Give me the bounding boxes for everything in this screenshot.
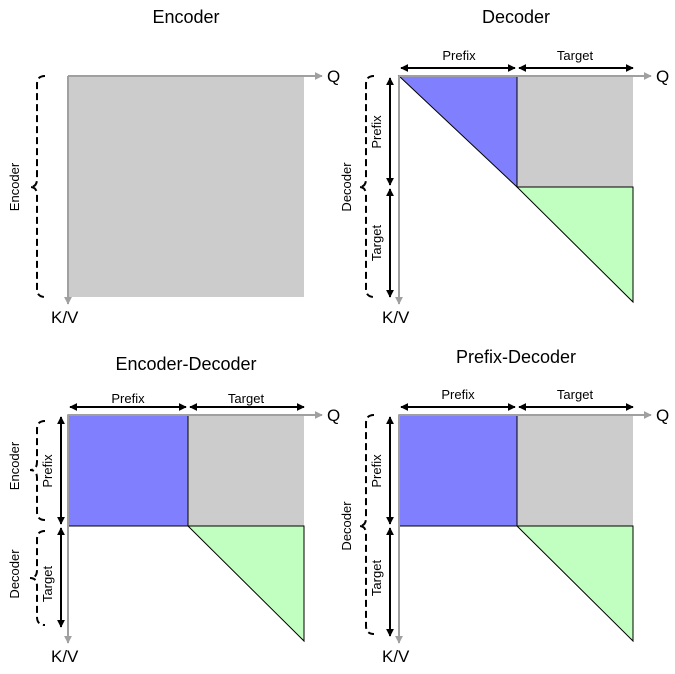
inner-target-label: Target xyxy=(369,560,384,597)
kv-axis-label: K/V xyxy=(382,647,410,666)
panel-title: Decoder xyxy=(482,7,550,27)
inner-target-label: Target xyxy=(369,225,384,262)
q-axis-label: Q xyxy=(656,67,669,86)
side-brace-label: Encoder xyxy=(7,162,22,211)
target-causal-block xyxy=(515,525,634,643)
q-axis-label: Q xyxy=(327,67,340,86)
panel-title: Encoder xyxy=(152,7,219,27)
panel-decoder: Decoder Q K/V Prefix Target Prefix Targe… xyxy=(339,7,669,327)
side-brace-label-decoder: Decoder xyxy=(7,549,22,599)
inner-prefix-label: Prefix xyxy=(369,115,384,149)
top-target-label: Target xyxy=(228,391,265,406)
masked-block xyxy=(188,415,304,526)
top-prefix-label: Prefix xyxy=(441,387,475,402)
target-causal-block xyxy=(186,525,305,643)
prefix-full-block xyxy=(67,414,189,527)
top-prefix-label: Prefix xyxy=(111,391,145,406)
prefix-causal-block xyxy=(397,75,518,189)
full-attention-block xyxy=(68,76,304,297)
decoder-brace xyxy=(358,75,375,298)
encoder-brace xyxy=(29,75,46,298)
masked-block xyxy=(517,415,633,526)
panel-encoder-decoder: Encoder-Decoder Q K/V Prefix Target Pref… xyxy=(7,354,340,666)
decoder-brace xyxy=(358,414,375,635)
side-brace-label: Decoder xyxy=(339,501,354,551)
side-brace-label-encoder: Encoder xyxy=(7,441,22,490)
inner-prefix-label: Prefix xyxy=(40,454,55,488)
decoder-brace xyxy=(29,530,46,626)
panel-prefix-decoder: Prefix-Decoder Q K/V Prefix Target Prefi… xyxy=(339,347,669,666)
panel-title: Encoder-Decoder xyxy=(115,354,256,374)
encoder-brace xyxy=(29,420,46,521)
panel-title: Prefix-Decoder xyxy=(456,347,576,367)
kv-axis-label: K/V xyxy=(382,308,410,327)
masked-block xyxy=(517,76,633,187)
kv-axis-label: K/V xyxy=(51,308,79,327)
target-causal-block xyxy=(515,186,634,304)
inner-prefix-label: Prefix xyxy=(369,454,384,488)
panel-encoder: Encoder Q K/V Encoder xyxy=(7,7,340,327)
side-brace-label: Decoder xyxy=(339,162,354,212)
kv-axis-label: K/V xyxy=(51,647,79,666)
prefix-full-block xyxy=(398,414,518,527)
inner-target-label: Target xyxy=(40,566,55,603)
q-axis-label: Q xyxy=(656,406,669,425)
top-target-label: Target xyxy=(557,48,594,63)
top-prefix-label: Prefix xyxy=(442,48,476,63)
top-target-label: Target xyxy=(557,387,594,402)
q-axis-label: Q xyxy=(327,406,340,425)
